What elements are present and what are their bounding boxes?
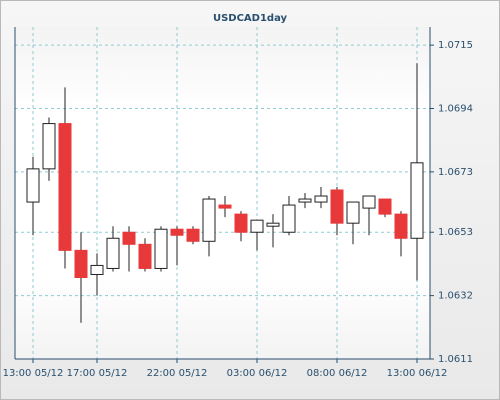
y-tick-label: 1.0673 xyxy=(438,167,473,178)
candle-body xyxy=(74,249,88,279)
candle-body xyxy=(362,195,376,209)
candle-body xyxy=(138,243,152,269)
candle-body xyxy=(106,237,120,269)
candle-body xyxy=(378,198,392,215)
candle-body xyxy=(122,231,136,245)
candle-body xyxy=(314,195,328,203)
candle-body xyxy=(250,219,264,233)
x-tick-label: 22:00 05/12 xyxy=(147,368,208,379)
candle-body xyxy=(90,264,104,275)
candle-body xyxy=(26,168,40,203)
x-tick-label: 03:00 06/12 xyxy=(227,368,288,379)
y-tick-label: 1.0611 xyxy=(438,354,473,365)
candle-body xyxy=(282,204,296,233)
candle-body xyxy=(394,213,408,239)
candle-body xyxy=(234,213,248,233)
candle-body xyxy=(298,198,312,203)
candle-body xyxy=(218,204,232,209)
x-tick-label: 08:00 06/12 xyxy=(307,368,368,379)
candle-body xyxy=(266,222,280,227)
candle-body xyxy=(330,189,344,224)
plot-area xyxy=(15,27,430,359)
y-tick-label: 1.0632 xyxy=(438,291,473,302)
plot: 1.0611 1.0632 1.0653 1.0673 1.0694 1.0715 13:0… xyxy=(3,27,473,379)
candle-body xyxy=(410,162,424,239)
x-tick-label: 17:00 05/12 xyxy=(67,368,128,379)
y-tick-label: 1.0694 xyxy=(438,103,473,114)
candle-body xyxy=(42,123,56,170)
x-tick-label: 13:00 05/12 xyxy=(3,368,64,379)
x-tick-label: 13:00 06/12 xyxy=(387,368,448,379)
candle-body xyxy=(170,228,184,236)
candle-body xyxy=(202,198,216,242)
y-tick-label: 1.0715 xyxy=(438,40,473,51)
candle-body xyxy=(186,228,200,242)
candle-body xyxy=(58,123,72,251)
candle-body xyxy=(346,201,360,224)
y-tick-label: 1.0653 xyxy=(438,227,473,238)
candle-body xyxy=(154,228,168,269)
chart-title: USDCAD1day xyxy=(213,13,288,24)
